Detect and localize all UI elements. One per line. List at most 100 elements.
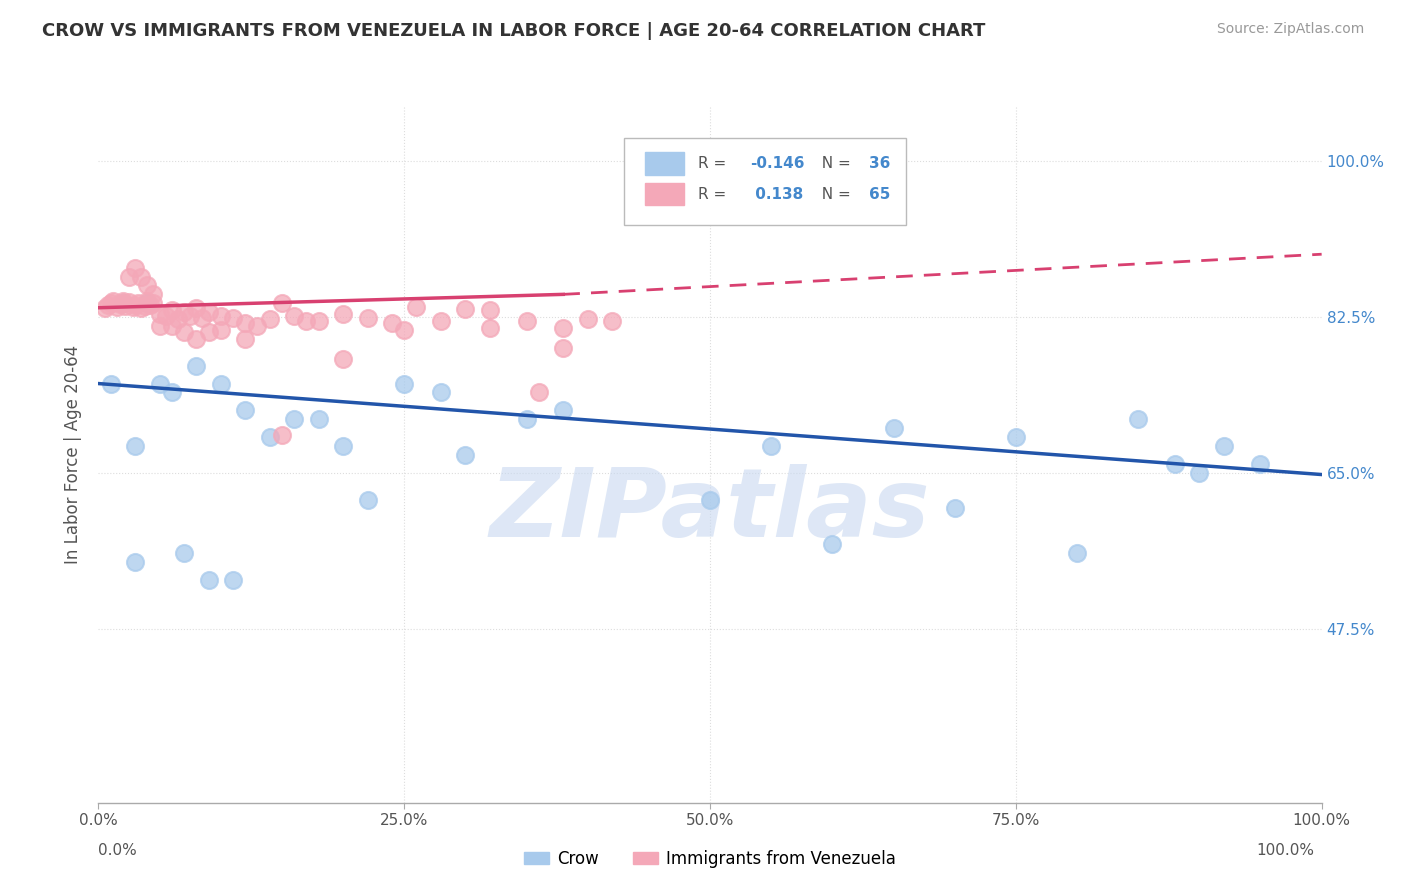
Point [114,299,136,313]
Point [430,314,453,328]
Text: R =: R = [697,186,731,202]
Text: N =: N = [811,156,855,171]
Text: CROW VS IMMIGRANTS FROM VENEZUELA IN LABOR FORCE | AGE 20-64 CORRELATION CHART: CROW VS IMMIGRANTS FROM VENEZUELA IN LAB… [42,22,986,40]
Point [1188,466,1211,480]
Point [139,298,162,312]
Text: 0.0%: 0.0% [98,843,138,858]
Point [332,307,354,321]
Point [142,296,165,310]
Point [97,298,120,312]
Point [173,305,195,319]
Point [101,294,124,309]
Point [308,412,330,426]
Point [295,314,318,328]
Point [134,299,156,313]
Point [127,296,149,310]
Point [308,314,330,328]
Point [121,300,143,314]
Point [478,303,501,318]
FancyBboxPatch shape [645,183,685,205]
Point [186,359,208,373]
Point [149,319,172,334]
Point [197,325,219,339]
Point [821,537,844,551]
Point [883,421,905,435]
Text: 0.138: 0.138 [751,186,804,202]
Text: Source: ZipAtlas.com: Source: ZipAtlas.com [1216,22,1364,37]
Point [527,385,550,400]
Point [93,301,115,315]
Point [186,301,208,315]
Point [186,332,208,346]
Point [173,546,195,560]
Point [136,294,159,309]
Point [222,573,245,587]
Point [149,307,172,321]
Point [553,341,575,355]
Point [142,287,165,301]
Point [270,428,294,442]
Point [1212,439,1234,453]
Point [129,269,152,284]
Point [392,376,416,391]
Point [454,448,477,462]
Text: ZIPatlas: ZIPatlas [489,464,931,558]
Point [111,296,134,310]
FancyBboxPatch shape [624,138,905,226]
Point [392,323,416,337]
Point [1128,412,1150,426]
Point [179,309,201,323]
Point [600,314,623,328]
Point [332,439,354,453]
Point [160,303,183,318]
Text: 100.0%: 100.0% [1257,843,1315,858]
Point [100,376,122,391]
Point [233,332,256,346]
Text: N =: N = [811,186,855,202]
Point [246,319,269,334]
Point [100,296,122,310]
Point [124,439,146,453]
Point [111,293,134,308]
Point [405,300,427,314]
Point [118,269,141,284]
Point [209,376,232,391]
Point [943,501,966,516]
Point [454,301,477,316]
Text: -0.146: -0.146 [751,156,804,171]
Point [576,312,599,326]
Point [283,412,305,426]
Point [129,301,152,315]
Point [160,385,183,400]
Point [270,296,294,310]
Point [430,385,453,400]
Point [111,296,134,310]
Y-axis label: In Labor Force | Age 20-64: In Labor Force | Age 20-64 [65,345,83,565]
Point [197,573,219,587]
Point [173,325,195,339]
Point [478,321,501,335]
Point [209,323,232,337]
Point [124,298,146,312]
Legend: Crow, Immigrants from Venezuela: Crow, Immigrants from Venezuela [517,843,903,874]
Point [105,300,128,314]
Point [553,321,575,335]
Point [1066,546,1088,560]
Point [136,296,159,310]
Point [124,260,146,275]
Point [209,309,232,323]
Point [356,492,378,507]
Point [699,492,721,507]
Point [1249,457,1271,471]
Point [160,319,183,334]
Point [155,309,177,323]
Point [191,310,214,325]
Point [1164,457,1187,471]
Point [381,316,404,330]
Point [233,316,256,330]
Point [553,403,575,417]
Point [197,305,219,319]
Point [222,310,245,325]
Point [675,189,697,203]
Text: R =: R = [697,156,731,171]
